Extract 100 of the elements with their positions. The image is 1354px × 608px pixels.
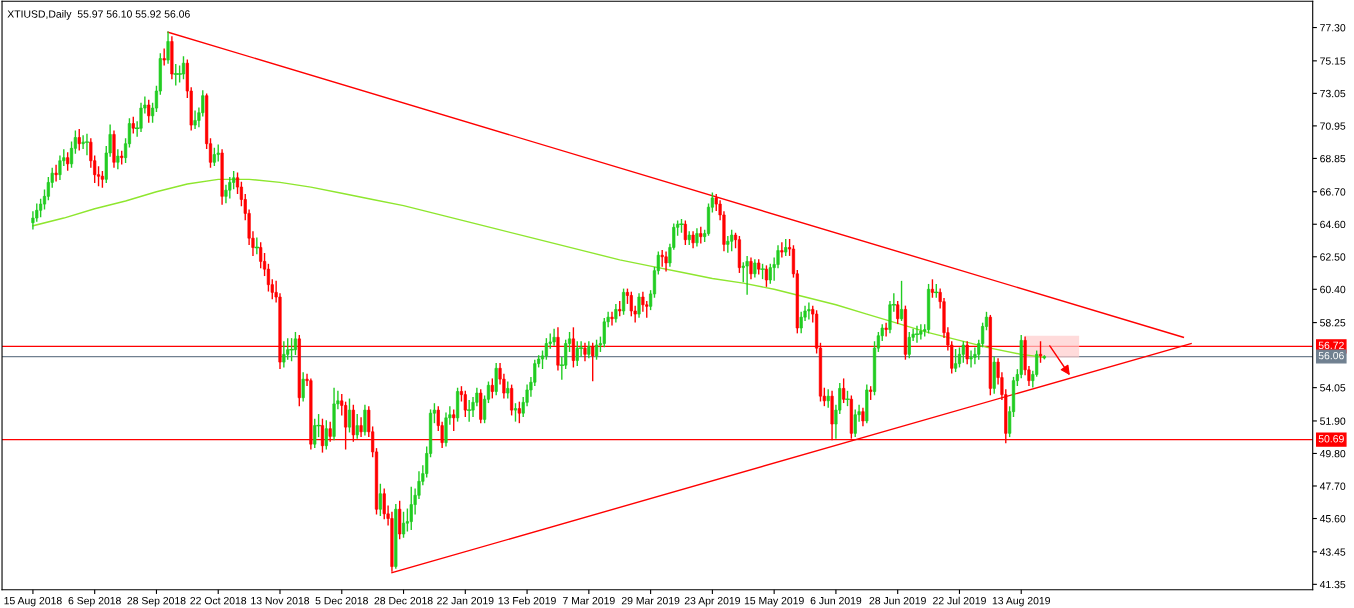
candlestick (301, 372, 305, 402)
candlestick (919, 324, 923, 340)
candlestick (147, 99, 151, 123)
candlestick (494, 362, 498, 396)
candlestick (780, 242, 784, 258)
candlestick (359, 417, 363, 438)
candlestick (490, 378, 494, 399)
ref-line-label: 56.06 (1318, 351, 1344, 360)
y-tick-label: 41.35 (1319, 580, 1346, 589)
x-tick-label: 7 Mar 2019 (563, 596, 615, 605)
x-tick-label: 15 May 2019 (744, 596, 804, 607)
candlestick (622, 288, 626, 315)
y-tick-label: 43.45 (1319, 548, 1346, 556)
y-tick-label: 49.80 (1319, 449, 1346, 458)
x-tick-label: 29 Mar 2019 (621, 596, 680, 605)
candlestick (884, 322, 888, 337)
candlestick (162, 48, 166, 66)
ref-line-label: 56.72 (1318, 341, 1344, 350)
x-tick-label: 13 Feb 2019 (498, 596, 556, 605)
candlestick (578, 341, 584, 357)
x-tick-label: 5 Dec 2018 (315, 596, 368, 605)
candlestick (730, 229, 734, 252)
candlestick (166, 31, 170, 64)
candlestick (745, 256, 749, 295)
candlestick (401, 511, 406, 538)
candlestick (764, 265, 769, 287)
candlestick (517, 401, 521, 424)
x-tick-label: 13 Nov 2018 (251, 596, 310, 605)
y-tick-label: 58.25 (1320, 319, 1346, 327)
candlestick (896, 300, 900, 325)
candlestick (405, 508, 409, 532)
y-tick-label: 54.05 (1320, 384, 1346, 392)
candlestick (409, 486, 413, 531)
x-tick-label: 22 Jan 2019 (437, 596, 494, 605)
candlestick (637, 293, 641, 318)
candlestick (181, 56, 186, 80)
candlestick (957, 347, 962, 368)
y-tick-label: 73.05 (1320, 89, 1346, 98)
candlestick (282, 341, 286, 368)
candlestick (914, 325, 920, 343)
candlestick (363, 404, 367, 436)
candlestick (664, 251, 668, 272)
y-tick-label: 66.70 (1320, 188, 1346, 196)
candlestick (610, 311, 614, 326)
candlestick (452, 409, 456, 431)
y-tick-label: 70.95 (1320, 122, 1346, 130)
ref-line-label: 50.69 (1318, 435, 1344, 443)
line-series (32, 178, 1046, 359)
candlestick (853, 409, 857, 438)
candlestick (594, 339, 599, 360)
candlestick (69, 141, 74, 168)
y-tick-label: 62.50 (1320, 253, 1346, 261)
y-tick-label: 51.90 (1320, 417, 1346, 425)
candlestick (324, 420, 328, 450)
candlestick (954, 349, 958, 373)
candlestick (116, 149, 120, 170)
y-tick-label: 60.40 (1320, 285, 1346, 294)
candlestick (355, 414, 359, 439)
candlestick (173, 64, 178, 86)
x-tick-label: 22 Jul 2019 (933, 596, 986, 605)
candlestick (266, 263, 270, 292)
x-tick-label: 15 Aug 2018 (4, 596, 62, 607)
y-tick-label: 68.85 (1320, 154, 1346, 163)
y-tick-label: 64.60 (1320, 220, 1346, 229)
y-tick-label: 75.15 (1320, 57, 1346, 65)
x-tick-label: 28 Jun 2019 (869, 596, 926, 605)
candlestick (313, 418, 317, 448)
x-tick-label: 22 Oct 2018 (190, 596, 247, 605)
candlestick (907, 331, 911, 359)
candlestick (899, 280, 904, 321)
candlestick (842, 378, 846, 404)
x-tick-label: 23 Apr 2019 (684, 596, 740, 607)
candlestick (347, 398, 352, 433)
x-tick-label: 13 Aug 2019 (992, 596, 1050, 607)
candlestick (293, 331, 298, 356)
x-tick-label: 28 Sep 2018 (127, 596, 186, 607)
candlestick (961, 341, 965, 363)
candlestick (289, 338, 294, 362)
candlestick (969, 350, 973, 368)
candlestick (193, 110, 197, 129)
candlestick (591, 342, 595, 382)
y-tick-label: 45.60 (1319, 515, 1346, 523)
candlestick (510, 384, 514, 416)
candlestick (807, 302, 811, 320)
x-tick-label: 6 Jun 2019 (810, 596, 862, 605)
candlestick (552, 328, 556, 346)
candlestick (660, 249, 664, 267)
y-tick-label: 47.70 (1319, 482, 1346, 490)
x-tick-label: 6 Sep 2018 (68, 596, 121, 607)
x-tick-label: 28 Dec 2018 (374, 596, 433, 605)
candlestick (54, 164, 58, 182)
text: XTIUSD,Daily 55.97 56.10 55.92 56.06 (7, 10, 190, 20)
candlestick (77, 129, 81, 151)
candlestick (84, 133, 90, 156)
candlestick (749, 257, 753, 280)
candlestick (463, 390, 467, 417)
candlestick (1038, 341, 1043, 363)
candlestick (575, 341, 579, 366)
candlestick (378, 483, 382, 517)
y-tick-label: 77.30 (1320, 24, 1346, 32)
